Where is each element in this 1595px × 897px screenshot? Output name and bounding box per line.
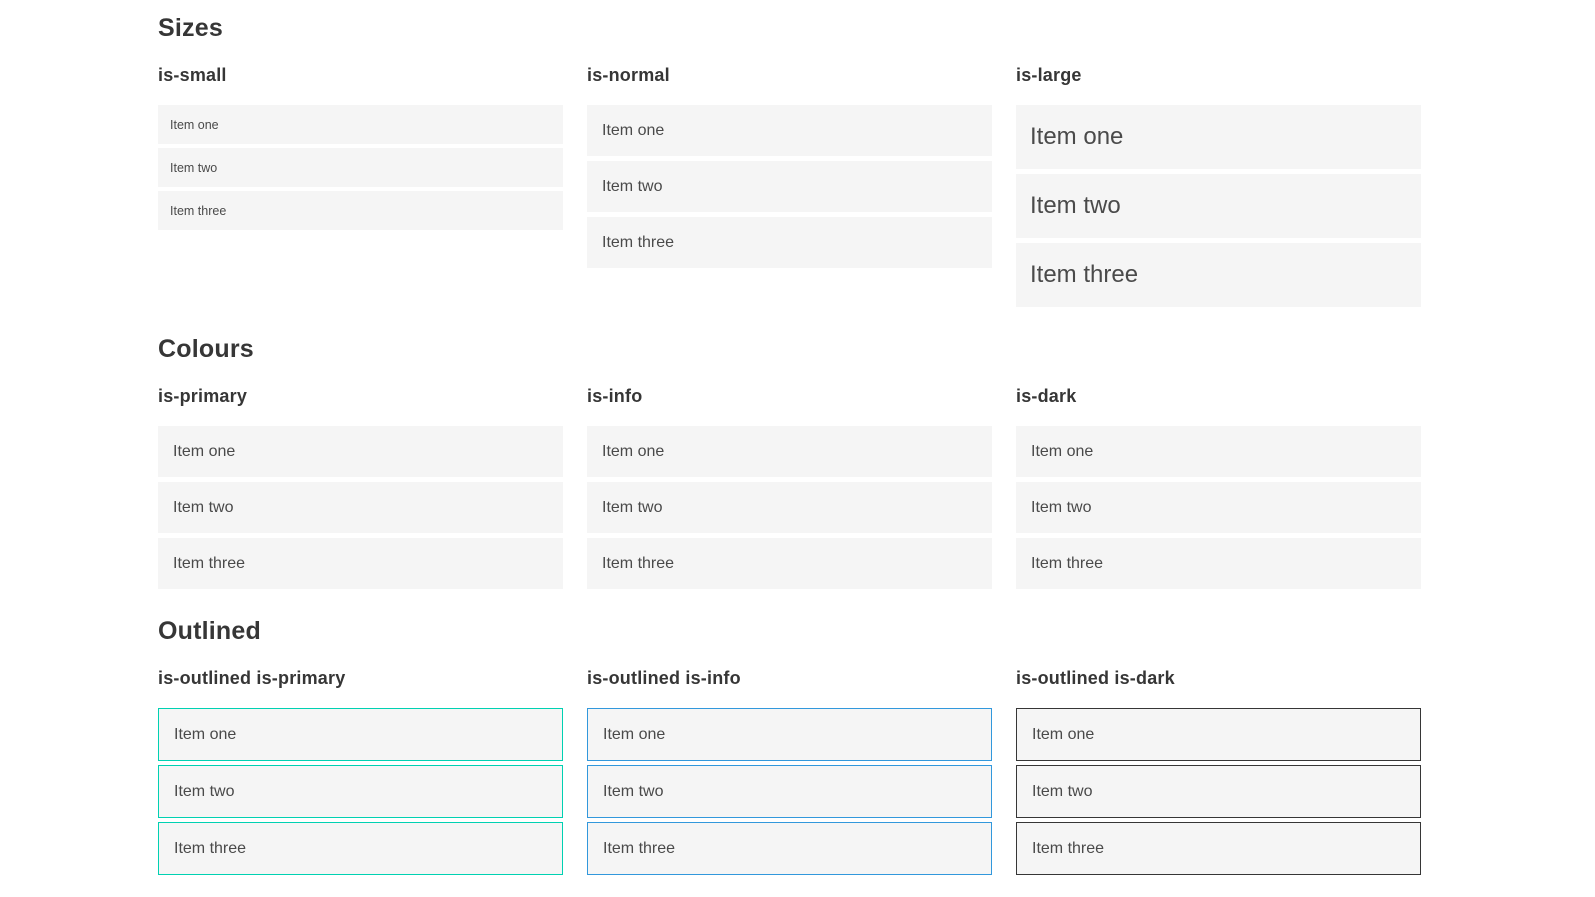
variant-label-outlined-primary: is-outlined is-primary — [158, 668, 346, 688]
variant-label-outlined-info: is-outlined is-info — [587, 668, 741, 688]
outlined-columns: is-outlined is-primary Item one Item two… — [158, 667, 1421, 875]
list-item: Item three — [587, 822, 992, 875]
variant-group-is-dark: is-dark Item one Item two Item three — [1016, 385, 1421, 589]
style-guide-page: Sizes is-small Item one Item two Item th… — [158, 13, 1421, 875]
list-item: Item three — [587, 538, 992, 589]
list-item: Item three — [158, 822, 563, 875]
variant-group-is-normal: is-normal Item one Item two Item three — [587, 64, 992, 307]
list-item: Item three — [158, 191, 563, 230]
list-item: Item three — [1016, 538, 1421, 589]
list-item: Item one — [587, 708, 992, 761]
variant-group-is-small: is-small Item one Item two Item three — [158, 64, 563, 307]
list-item: Item two — [587, 765, 992, 818]
variant-label-is-small: is-small — [158, 65, 227, 85]
list-item: Item two — [1016, 765, 1421, 818]
section-colours: Colours is-primary Item one Item two Ite… — [158, 334, 1421, 589]
demo-list-small: Item one Item two Item three — [158, 105, 563, 230]
section-title-colours: Colours — [158, 335, 254, 363]
demo-list-primary: Item one Item two Item three — [158, 426, 563, 589]
list-item: Item two — [1016, 174, 1421, 238]
variant-label-is-normal: is-normal — [587, 65, 670, 85]
list-item: Item three — [1016, 243, 1421, 307]
variant-label-outlined-dark: is-outlined is-dark — [1016, 668, 1175, 688]
variant-label-is-primary: is-primary — [158, 386, 248, 406]
section-sizes: Sizes is-small Item one Item two Item th… — [158, 13, 1421, 307]
list-item: Item two — [587, 161, 992, 212]
variant-group-is-info: is-info Item one Item two Item three — [587, 385, 992, 589]
colours-columns: is-primary Item one Item two Item three … — [158, 385, 1421, 589]
demo-list-large: Item one Item two Item three — [1016, 105, 1421, 307]
demo-list-dark: Item one Item two Item three — [1016, 426, 1421, 589]
demo-list-outlined-primary: Item one Item two Item three — [158, 708, 563, 875]
list-item: Item two — [1016, 482, 1421, 533]
list-item: Item three — [158, 538, 563, 589]
list-item: Item two — [158, 482, 563, 533]
variant-label-is-large: is-large — [1016, 65, 1082, 85]
list-item: Item two — [587, 482, 992, 533]
variant-group-outlined-dark: is-outlined is-dark Item one Item two It… — [1016, 667, 1421, 875]
demo-list-normal: Item one Item two Item three — [587, 105, 992, 268]
list-item: Item one — [1016, 105, 1421, 169]
section-outlined: Outlined is-outlined is-primary Item one… — [158, 616, 1421, 875]
sizes-columns: is-small Item one Item two Item three is… — [158, 64, 1421, 307]
variant-group-outlined-primary: is-outlined is-primary Item one Item two… — [158, 667, 563, 875]
demo-list-info: Item one Item two Item three — [587, 426, 992, 589]
list-item: Item one — [158, 426, 563, 477]
variant-label-is-dark: is-dark — [1016, 386, 1077, 406]
list-item: Item one — [587, 105, 992, 156]
list-item: Item three — [587, 217, 992, 268]
list-item: Item three — [1016, 822, 1421, 875]
variant-group-is-primary: is-primary Item one Item two Item three — [158, 385, 563, 589]
list-item: Item one — [158, 708, 563, 761]
list-item: Item one — [158, 105, 563, 144]
list-item: Item one — [1016, 426, 1421, 477]
demo-list-outlined-dark: Item one Item two Item three — [1016, 708, 1421, 875]
list-item: Item two — [158, 765, 563, 818]
section-title-outlined: Outlined — [158, 617, 261, 645]
variant-group-outlined-info: is-outlined is-info Item one Item two It… — [587, 667, 992, 875]
list-item: Item two — [158, 148, 563, 187]
variant-group-is-large: is-large Item one Item two Item three — [1016, 64, 1421, 307]
demo-list-outlined-info: Item one Item two Item three — [587, 708, 992, 875]
list-item: Item one — [587, 426, 992, 477]
section-title-sizes: Sizes — [158, 14, 223, 42]
variant-label-is-info: is-info — [587, 386, 643, 406]
list-item: Item one — [1016, 708, 1421, 761]
